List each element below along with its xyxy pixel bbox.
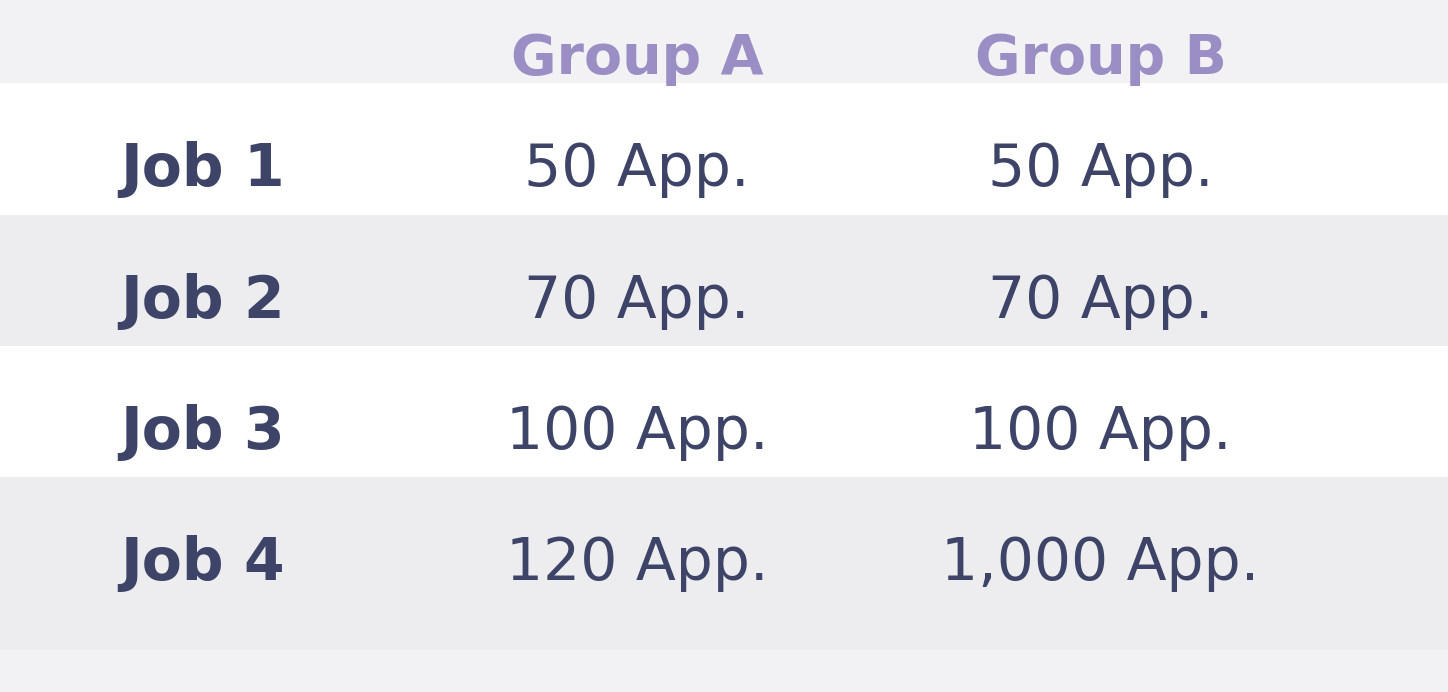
Text: 1,000 App.: 1,000 App.	[941, 536, 1260, 592]
FancyBboxPatch shape	[0, 346, 1448, 519]
Text: 70 App.: 70 App.	[524, 273, 750, 329]
FancyBboxPatch shape	[0, 215, 1448, 388]
Text: Job 2: Job 2	[120, 273, 285, 329]
FancyBboxPatch shape	[0, 83, 1448, 256]
Text: 50 App.: 50 App.	[988, 141, 1213, 198]
Text: Group A: Group A	[511, 32, 763, 86]
Text: Group B: Group B	[975, 32, 1226, 86]
Text: Job 3: Job 3	[120, 404, 285, 461]
FancyBboxPatch shape	[0, 477, 1448, 650]
Text: Job 1: Job 1	[120, 141, 285, 198]
Text: Job 4: Job 4	[120, 536, 285, 592]
Text: 100 App.: 100 App.	[969, 404, 1232, 461]
Text: 50 App.: 50 App.	[524, 141, 750, 198]
Text: 120 App.: 120 App.	[505, 536, 769, 592]
Text: 100 App.: 100 App.	[505, 404, 769, 461]
Text: 70 App.: 70 App.	[988, 273, 1213, 329]
